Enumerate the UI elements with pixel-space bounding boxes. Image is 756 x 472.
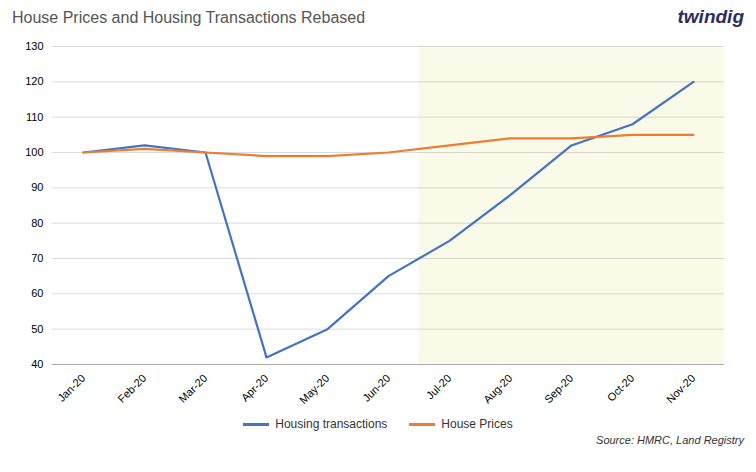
svg-text:70: 70	[31, 252, 43, 264]
svg-text:Apr-20: Apr-20	[239, 372, 271, 404]
html-text:House Prices: House Prices	[441, 417, 513, 431]
svg-text:120: 120	[25, 75, 43, 87]
svg-text:80: 80	[31, 217, 43, 229]
html-text:House Prices and Housing Trans: House Prices and Housing Transactions Re…	[12, 9, 366, 26]
svg-text:110: 110	[26, 111, 44, 123]
svg-text:Feb-20: Feb-20	[115, 372, 148, 405]
svg-text:May-20: May-20	[297, 372, 331, 406]
svg-text:Nov-20: Nov-20	[664, 372, 698, 406]
html-text:Housing transactions: Housing transactions	[275, 417, 388, 431]
svg-text:Aug-20: Aug-20	[481, 372, 515, 406]
svg-text:90: 90	[31, 181, 43, 193]
svg-text:50: 50	[31, 323, 43, 335]
svg-text:60: 60	[31, 287, 43, 299]
svg-text:Jan-20: Jan-20	[55, 372, 87, 404]
svg-text:Mar-20: Mar-20	[176, 372, 209, 405]
svg-text:100: 100	[25, 146, 43, 158]
svg-text:40: 40	[31, 358, 43, 370]
svg-text:Jun-20: Jun-20	[360, 372, 392, 404]
html-text:Source: HMRC, Land Registry: Source: HMRC, Land Registry	[596, 434, 744, 446]
svg-text:Jul-20: Jul-20	[424, 372, 454, 402]
svg-text:Oct-20: Oct-20	[605, 372, 637, 404]
html-text:twindig: twindig	[677, 6, 744, 27]
svg-text:130: 130	[25, 40, 43, 52]
svg-text:Sep-20: Sep-20	[542, 372, 576, 406]
